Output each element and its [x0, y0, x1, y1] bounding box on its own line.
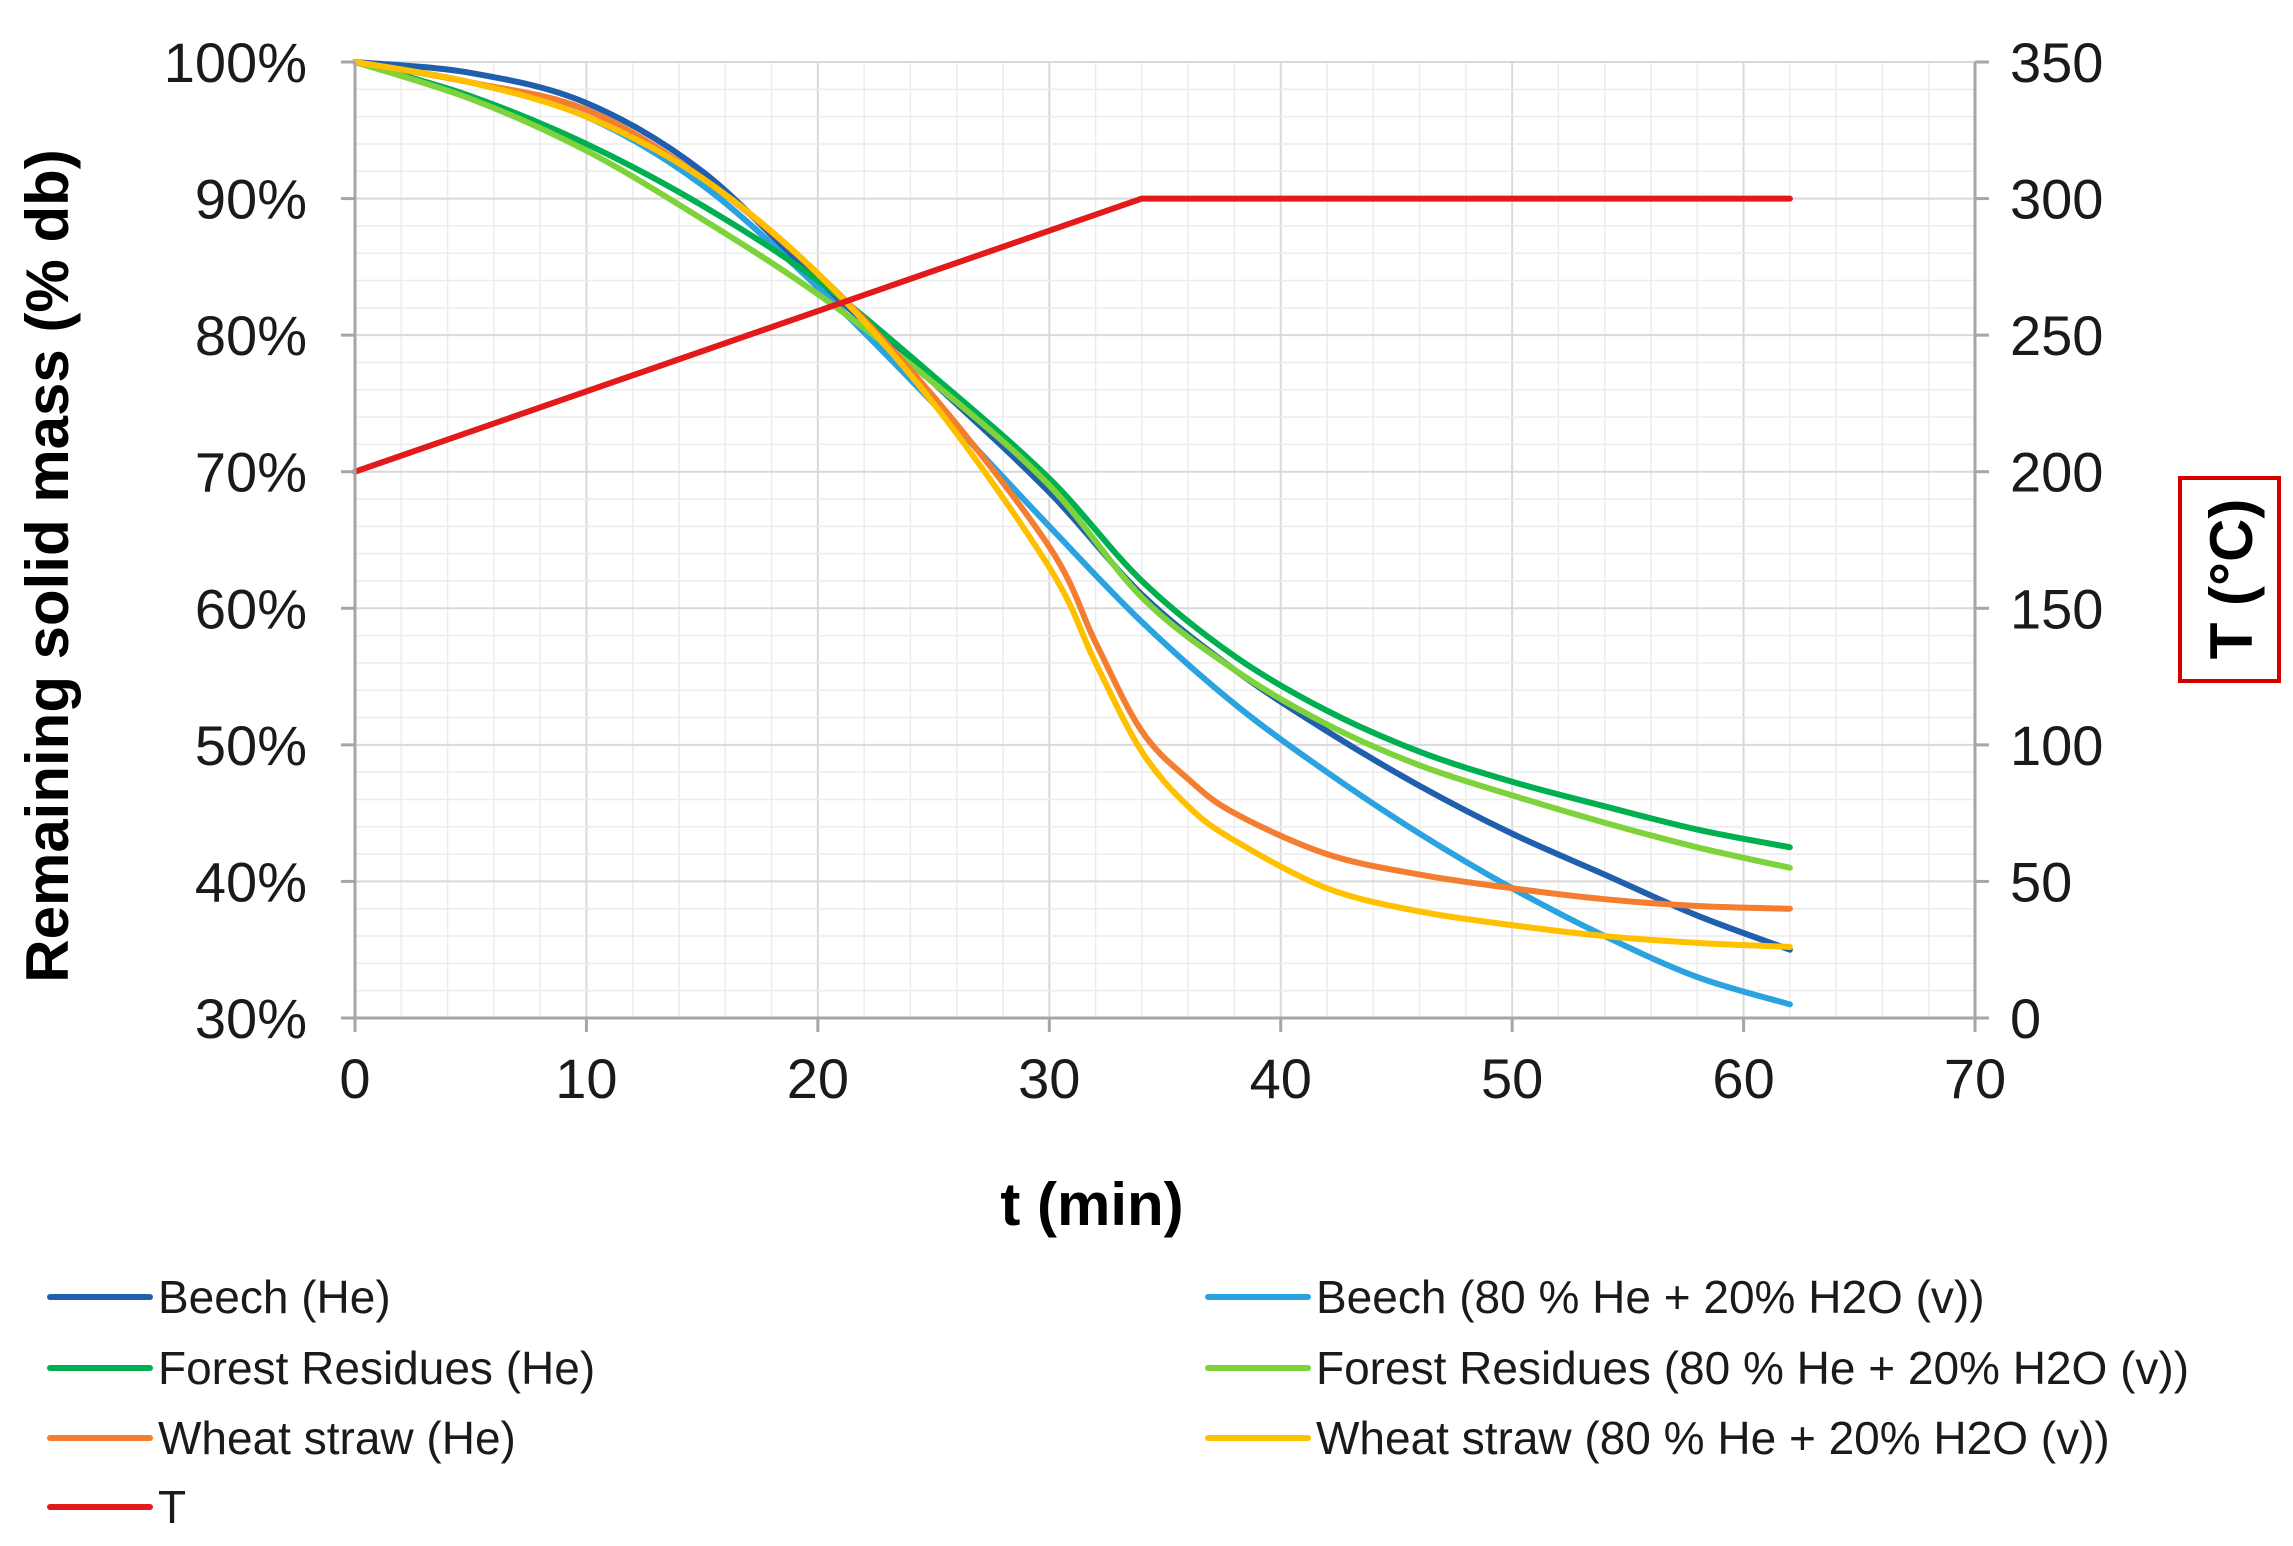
grid — [355, 61, 1975, 1018]
legend-label: Forest Residues (80 % He + 20% H2O (v)) — [1316, 1342, 2189, 1394]
legend-item: Forest Residues (80 % He + 20% H2O (v)) — [1205, 1342, 2189, 1394]
y-tick-label: 40% — [195, 850, 307, 913]
legend-label: Beech (He) — [158, 1271, 391, 1323]
x-tick-label: 0 — [339, 1047, 370, 1110]
y-tick-label: 70% — [195, 441, 307, 504]
legend-label: T — [158, 1481, 186, 1533]
series-lines — [352, 59, 1793, 1008]
x-tick-label: 50 — [1481, 1047, 1543, 1110]
y-tick-label: 50% — [195, 714, 307, 777]
legend-item: T — [47, 1481, 186, 1533]
axes — [341, 60, 1989, 1032]
series-line-forest-residues-80-he-20-h2o-v — [352, 59, 1793, 871]
y-tick-label: 80% — [195, 304, 307, 367]
legend-label: Wheat straw (He) — [158, 1412, 516, 1464]
legend-item: Forest Residues (He) — [47, 1342, 595, 1394]
y-tick-label: 90% — [195, 168, 307, 231]
y-axis-title: Remaining solid mass (% db) — [14, 149, 81, 982]
x-tick-label: 60 — [1712, 1047, 1774, 1110]
y2-axis-title-box: T (°C) — [2178, 476, 2281, 683]
series-line-wheat-straw-he — [352, 59, 1793, 912]
legend-item: Beech (80 % He + 20% H2O (v)) — [1205, 1271, 1985, 1323]
y2-tick-label: 150 — [2010, 577, 2103, 640]
y2-tick-label: 0 — [2010, 987, 2041, 1050]
x-tick-label: 20 — [787, 1047, 849, 1110]
y-tick-label: 30% — [195, 987, 307, 1050]
series-line-forest-residues-he — [352, 59, 1793, 851]
y2-tick-label: 200 — [2010, 441, 2103, 504]
y2-tick-label: 100 — [2010, 714, 2103, 777]
legend-label: Wheat straw (80 % He + 20% H2O (v)) — [1316, 1412, 2110, 1464]
x-tick-label: 30 — [1018, 1047, 1080, 1110]
y2-tick-label: 350 — [2010, 31, 2103, 94]
y2-axis-title: T (°C) — [2198, 499, 2265, 660]
series-line-wheat-straw-80-he-20-h2o-v — [352, 59, 1793, 950]
legend-item: Beech (He) — [47, 1271, 391, 1323]
y-tick-label: 60% — [195, 577, 307, 640]
legend-label: Beech (80 % He + 20% H2O (v)) — [1316, 1271, 1985, 1323]
x-tick-label: 40 — [1250, 1047, 1312, 1110]
x-axis-title: t (min) — [1000, 1171, 1183, 1238]
legend: Beech (He) Forest Residues (He) Wheat stra… — [47, 1271, 2189, 1533]
tick-labels: 0 10 20 30 40 50 60 70 30% 40% 50% 60% 70% 80% 90% 100%… — [164, 31, 2104, 1110]
y2-tick-label: 50 — [2010, 850, 2072, 913]
y-tick-label: 100% — [164, 31, 307, 94]
x-tick-label: 10 — [555, 1047, 617, 1110]
series-line-t — [352, 195, 1793, 475]
y2-axis-title-frame — [2178, 476, 2281, 683]
x-tick-label: 70 — [1944, 1047, 2006, 1110]
y2-tick-label: 300 — [2010, 168, 2103, 231]
y2-tick-label: 250 — [2010, 304, 2103, 367]
legend-label: Forest Residues (He) — [158, 1342, 595, 1394]
legend-item: Wheat straw (80 % He + 20% H2O (v)) — [1205, 1412, 2110, 1464]
legend-item: Wheat straw (He) — [47, 1412, 516, 1464]
